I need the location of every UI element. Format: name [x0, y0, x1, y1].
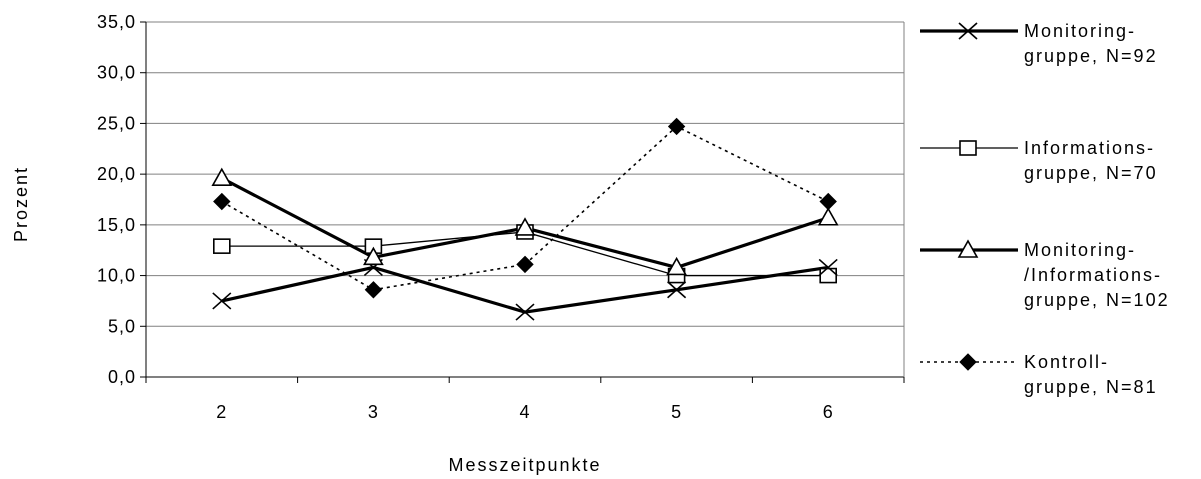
diamond-marker [667, 117, 686, 136]
marker-stroke [818, 258, 838, 277]
square-marker [213, 238, 231, 254]
legend-label: gruppe, N=102 [1024, 290, 1170, 310]
legend-entry: Monitoring- /Informations-gruppe, N=102 [920, 239, 1170, 310]
legend-label: Monitoring- [1024, 240, 1136, 260]
legend-entry: Informations-gruppe, N=70 [920, 138, 1158, 183]
legend-label: Kontroll- [1024, 352, 1109, 372]
x-marker [818, 258, 838, 277]
series-line [221, 265, 829, 314]
x-tick-label: 4 [519, 402, 530, 422]
series-markers [211, 117, 839, 321]
y-tick-label: 20,0 [97, 164, 136, 184]
triangle-marker [363, 246, 384, 266]
y-tick-label: 25,0 [97, 113, 136, 133]
marker-stroke [958, 22, 978, 40]
diamond-marker [959, 353, 977, 371]
triangle-marker [957, 239, 979, 258]
y-tick-label: 35,0 [97, 12, 136, 32]
marker-stroke [515, 303, 535, 321]
x-axis-tick-labels: 2 3 4 5 6 [216, 402, 834, 422]
y-tick-label: 10,0 [97, 266, 136, 286]
diamond-marker [213, 192, 231, 211]
triangle-marker [666, 256, 687, 276]
legend: Monitoring-gruppe, N=92 Informations-grup… [920, 21, 1170, 397]
x-marker [515, 303, 535, 321]
square-marker [959, 140, 977, 156]
x-axis-title: Messzeitpunkte [448, 455, 601, 475]
y-tick-label: 0,0 [108, 367, 136, 387]
x-marker [212, 292, 232, 310]
x-tick-label: 3 [368, 402, 379, 422]
y-axis-tick-labels: 0,0 5,0 10,0 15,0 20,0 25,0 30,0 35,0 [97, 12, 136, 387]
gridlines [146, 21, 904, 327]
legend-entry: Kontroll-gruppe, N=81 [920, 352, 1158, 397]
y-tick-label: 15,0 [97, 215, 136, 235]
x-marker [958, 22, 978, 40]
marker-stroke [212, 292, 232, 310]
legend-label: gruppe, N=81 [1024, 377, 1158, 397]
legend-label: /Informations- [1024, 265, 1162, 285]
y-axis-title: Prozent [11, 166, 31, 242]
legend-label: gruppe, N=70 [1024, 163, 1158, 183]
legend-label: gruppe, N=92 [1024, 46, 1158, 66]
diamond-marker [364, 281, 383, 299]
y-tick-label: 5,0 [108, 316, 136, 336]
x-tick-label: 5 [671, 402, 682, 422]
axes [140, 21, 905, 383]
diamond-marker [516, 255, 534, 274]
triangle-marker [514, 217, 536, 236]
legend-entry: Monitoring-gruppe, N=92 [920, 21, 1158, 66]
y-tick-label: 30,0 [97, 63, 136, 83]
x-marker [667, 281, 687, 299]
x-tick-label: 2 [216, 402, 227, 422]
triangle-marker [211, 167, 233, 186]
legend-label: Monitoring- [1024, 21, 1136, 41]
triangle-marker [817, 207, 839, 226]
marker-stroke [667, 281, 687, 299]
x-tick-label: 6 [823, 402, 834, 422]
square-marker [819, 267, 838, 284]
legend-label: Informations- [1024, 138, 1155, 158]
plot-area: 0,0 5,0 10,0 15,0 20,0 25,0 30,0 35,0 2 3 4 5 6 [97, 12, 905, 422]
